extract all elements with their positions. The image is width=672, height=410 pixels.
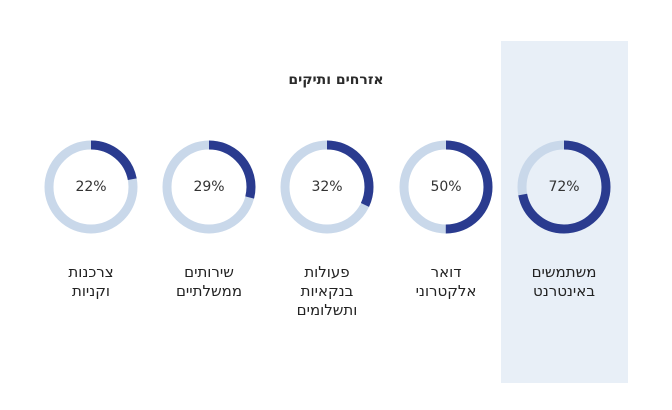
category-label: פעולות בנקאיות ותשלומים xyxy=(272,263,382,320)
donut-value-arc xyxy=(44,140,138,234)
category-label-line: פעולות xyxy=(304,263,350,281)
donut-value-arc xyxy=(162,140,256,234)
donut: 50% xyxy=(397,138,495,236)
donut-svg xyxy=(44,140,138,234)
donut-item: 22% צרכנות וקניות xyxy=(36,138,146,301)
donut-item: 72% משתמשים באינטרנט xyxy=(509,138,619,301)
donut-value-arc xyxy=(399,140,493,234)
donut-svg xyxy=(399,140,493,234)
donut-percent-label: 29% xyxy=(193,179,225,195)
donut-svg xyxy=(280,140,374,234)
donut-item: 50% דואר אלקטרוני xyxy=(391,138,501,301)
donut-percent-label: 72% xyxy=(548,179,580,195)
donut-svg xyxy=(517,140,611,234)
chart-title: אזרחים ותיקים xyxy=(288,72,384,88)
category-label-line: בנקאיות xyxy=(300,282,354,300)
category-label-line: ותשלומים xyxy=(296,301,358,319)
category-label: שירותים ממשלתיים xyxy=(154,263,264,301)
donut-item: 32% פעולות בנקאיות ותשלומים xyxy=(272,138,382,320)
highlight-panel xyxy=(501,41,628,383)
donut-value-arc xyxy=(517,140,611,234)
donut-item: 29% שירותים ממשלתיים xyxy=(154,138,264,301)
donut: 72% xyxy=(515,138,613,236)
donut-percent-label: 32% xyxy=(311,179,343,195)
donut: 22% xyxy=(42,138,140,236)
donut: 32% xyxy=(278,138,376,236)
category-label: צרכנות וקניות xyxy=(36,263,146,301)
category-label-line: וקניות xyxy=(71,282,111,300)
category-label-line: צרכנות xyxy=(68,263,114,281)
category-label-line: ממשלתיים xyxy=(175,282,243,300)
category-label-line: אלקטרוני xyxy=(415,282,477,300)
donut-svg xyxy=(162,140,256,234)
donut-percent-label: 22% xyxy=(75,179,107,195)
category-label: משתמשים באינטרנט xyxy=(509,263,619,301)
category-label-line: דואר xyxy=(430,263,462,281)
category-label-line: באינטרנט xyxy=(533,282,595,300)
donut-value-arc xyxy=(280,140,374,234)
donut: 29% xyxy=(160,138,258,236)
category-label-line: משתמשים xyxy=(531,263,597,281)
category-label-line: שירותים xyxy=(184,263,234,281)
donut-percent-label: 50% xyxy=(430,179,462,195)
category-label: דואר אלקטרוני xyxy=(391,263,501,301)
